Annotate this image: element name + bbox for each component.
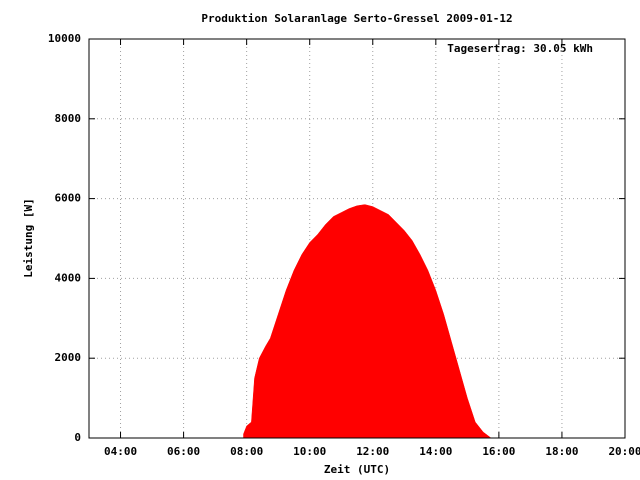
x-axis-label: Zeit (UTC) — [324, 463, 390, 476]
y-tick-label: 4000 — [55, 271, 82, 284]
x-tick-label: 10:00 — [293, 445, 326, 458]
y-tick-label: 2000 — [55, 351, 82, 364]
x-tick-label: 08:00 — [230, 445, 263, 458]
annotation: Tagesertrag: 30.05 kWh — [447, 42, 593, 55]
plot-border — [88, 38, 626, 439]
x-tick-label: 18:00 — [545, 445, 578, 458]
y-axis-label: Leistung [W] — [22, 198, 35, 277]
x-tick-label: 04:00 — [104, 445, 137, 458]
x-tick-label: 12:00 — [356, 445, 389, 458]
y-tick-label: 8000 — [55, 112, 82, 125]
x-tick-label: 20:00 — [608, 445, 640, 458]
chart-title: Produktion Solaranlage Serto-Gressel 200… — [201, 12, 512, 25]
x-tick-label: 14:00 — [419, 445, 452, 458]
y-tick-label: 10000 — [48, 32, 81, 45]
x-tick-label: 06:00 — [167, 445, 200, 458]
y-tick-label: 6000 — [55, 192, 82, 205]
area — [243, 204, 492, 439]
x-tick-label: 16:00 — [482, 445, 515, 458]
y-tick-label: 0 — [74, 431, 81, 444]
